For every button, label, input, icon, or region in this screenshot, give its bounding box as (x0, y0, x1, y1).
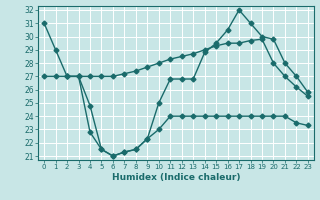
X-axis label: Humidex (Indice chaleur): Humidex (Indice chaleur) (112, 173, 240, 182)
